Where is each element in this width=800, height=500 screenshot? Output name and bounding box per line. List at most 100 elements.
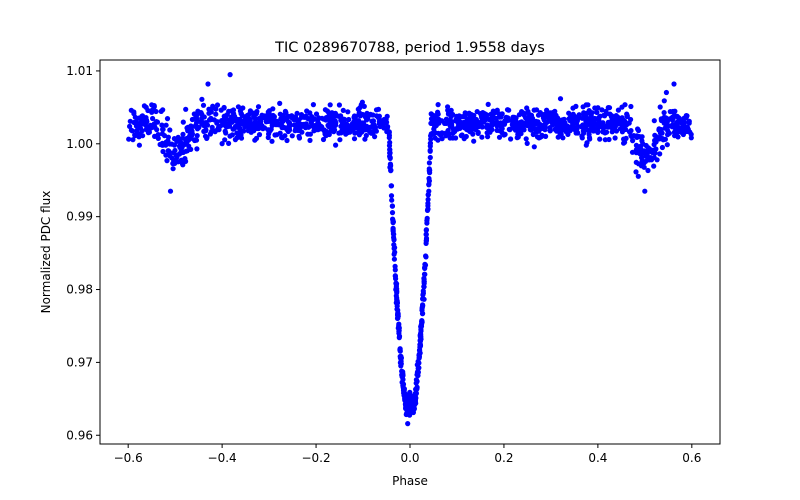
data-point — [479, 117, 485, 123]
data-point — [376, 118, 382, 125]
data-point — [194, 133, 200, 139]
data-point — [537, 126, 543, 132]
data-point — [521, 127, 527, 133]
data-point — [447, 135, 453, 141]
data-point — [401, 391, 407, 397]
data-point — [468, 128, 474, 134]
data-point — [355, 106, 361, 112]
data-point — [207, 131, 213, 137]
data-point — [435, 137, 441, 143]
data-point — [352, 130, 358, 136]
data-point — [396, 333, 403, 339]
data-point — [171, 158, 177, 164]
data-point — [308, 120, 314, 126]
data-point — [594, 127, 600, 133]
data-point — [628, 103, 634, 110]
data-point — [447, 123, 453, 129]
data-point — [200, 102, 207, 108]
data-point — [327, 102, 333, 108]
data-point — [542, 122, 548, 128]
data-point — [333, 122, 339, 128]
data-point — [613, 128, 620, 134]
data-point — [654, 134, 660, 140]
data-point — [230, 117, 236, 123]
data-point — [265, 109, 271, 115]
data-point — [389, 197, 395, 203]
data-point — [277, 100, 283, 106]
data-point — [222, 128, 228, 134]
data-point — [672, 133, 678, 139]
data-point — [370, 118, 376, 124]
data-point — [423, 237, 429, 243]
data-point — [326, 113, 332, 119]
data-point — [319, 126, 325, 132]
data-point — [284, 137, 290, 144]
data-point — [167, 127, 173, 133]
data-point — [659, 144, 666, 151]
data-point — [502, 118, 508, 124]
data-point — [419, 304, 425, 310]
data-point — [413, 386, 419, 392]
data-point — [468, 118, 474, 124]
data-point — [375, 106, 382, 112]
data-point — [164, 116, 171, 122]
data-point — [263, 119, 269, 125]
y-tick-label: 0.99 — [66, 210, 93, 224]
data-point — [390, 219, 396, 225]
data-point — [164, 158, 170, 164]
y-tick-label: 0.97 — [66, 355, 93, 369]
data-point — [533, 121, 539, 127]
data-point — [133, 123, 139, 129]
data-point — [671, 81, 677, 87]
data-point — [420, 292, 426, 298]
data-point — [603, 108, 609, 114]
data-point — [614, 118, 620, 125]
data-point — [359, 129, 365, 135]
data-point — [424, 220, 430, 226]
data-point — [517, 128, 523, 134]
data-point — [180, 119, 186, 125]
data-point — [643, 158, 649, 164]
data-point — [208, 115, 214, 121]
data-point — [547, 128, 553, 134]
data-point — [396, 323, 402, 329]
data-point — [612, 135, 618, 141]
data-point — [194, 146, 200, 152]
data-point — [622, 139, 628, 145]
data-point — [363, 132, 369, 139]
data-point — [507, 127, 513, 133]
data-point — [639, 134, 645, 140]
data-point — [421, 278, 427, 285]
data-point — [686, 120, 692, 126]
data-point — [517, 120, 523, 126]
data-point — [446, 118, 452, 124]
data-point — [132, 133, 138, 139]
data-point — [159, 122, 165, 128]
data-point — [579, 133, 585, 139]
data-point — [193, 137, 200, 143]
data-point — [396, 328, 402, 334]
data-point — [594, 121, 600, 128]
data-point — [325, 122, 331, 128]
data-point — [385, 124, 391, 130]
data-point — [684, 128, 690, 135]
data-point — [606, 136, 612, 143]
data-point — [594, 109, 600, 115]
data-point — [665, 132, 671, 138]
data-point — [270, 112, 276, 119]
data-point — [639, 150, 645, 157]
data-point — [529, 124, 535, 130]
data-point — [206, 106, 212, 112]
data-point — [512, 123, 518, 129]
data-point — [664, 118, 671, 125]
data-point — [630, 138, 636, 144]
data-point — [203, 127, 209, 133]
data-point — [395, 307, 401, 313]
data-point — [661, 114, 667, 120]
data-point — [259, 125, 265, 131]
data-point — [214, 119, 221, 125]
data-point — [615, 107, 622, 113]
data-point — [635, 126, 641, 132]
data-point — [340, 123, 346, 130]
